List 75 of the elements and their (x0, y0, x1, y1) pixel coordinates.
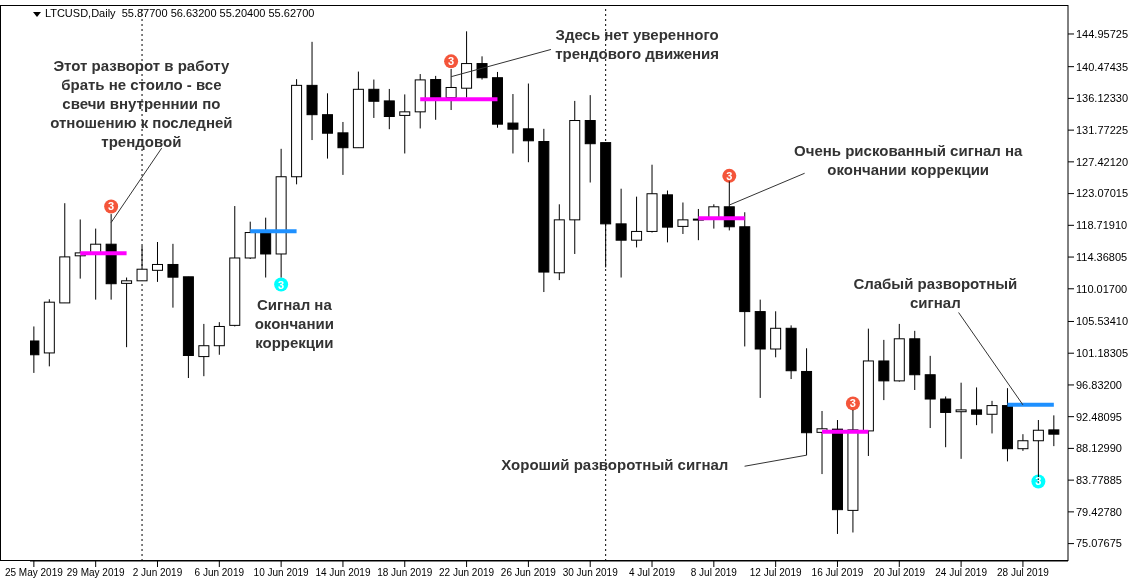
x-tick-label: 20 Jul 2019 (873, 567, 926, 579)
x-tick-label: 12 Jul 2019 (749, 567, 802, 579)
x-tick-label: 14 Jun 2019 (315, 567, 371, 579)
annotation: Очень рискованный сигнал на окончании коррекции (793, 141, 1024, 180)
x-tick-label: 24 Jul 2019 (935, 567, 988, 579)
candlestick (30, 325, 40, 374)
chart-title: LTCUSD,Daily 55.87700 56.63200 55.20400 55.62700 (44, 6, 315, 19)
y-tick-label: 92.48095 (1076, 410, 1122, 423)
annotation: 3 (278, 278, 285, 291)
candlestick (955, 382, 967, 460)
y-tick-label: 105.53410 (1076, 315, 1128, 328)
candlestick (770, 310, 782, 358)
annotation: 3 (849, 397, 856, 410)
candlestick (383, 88, 395, 130)
candlestick (507, 93, 519, 154)
x-tick-label: 28 Jul 2019 (997, 567, 1050, 579)
annotation: Сигнал на окончании коррекции (253, 295, 335, 353)
annotation: 3 (448, 55, 455, 68)
candlestick (584, 94, 596, 184)
y-tick-label: 75.07675 (1076, 537, 1122, 550)
x-tick-label: 18 Jun 2019 (377, 567, 433, 579)
annotation: 3 (1035, 475, 1042, 488)
candlestick (445, 68, 457, 111)
candlestick (167, 243, 179, 309)
candlestick (121, 277, 133, 348)
x-tick-label: 6 Jun 2019 (194, 567, 245, 579)
annotation: 3 (726, 169, 733, 182)
candlestick (399, 93, 411, 154)
candlestick (940, 395, 952, 448)
x-tick-label: 26 Jun 2019 (500, 567, 557, 579)
y-tick-label: 140.47435 (1076, 60, 1128, 73)
x-tick-label: 16 Jul 2019 (811, 567, 864, 579)
x-tick-label: 8 Jul 2019 (690, 567, 738, 579)
candlestick (1048, 414, 1060, 447)
x-tick-label: 10 Jun 2019 (253, 567, 310, 579)
y-tick-label: 101.18305 (1076, 347, 1128, 360)
candlestick (368, 79, 380, 119)
y-tick-label: 136.12330 (1076, 92, 1128, 105)
candlestick (615, 188, 627, 279)
annotation: 3 (108, 200, 115, 213)
candlestick (522, 83, 534, 163)
candlestick (631, 196, 643, 248)
y-tick-label: 83.77885 (1076, 474, 1122, 487)
candlestick (152, 241, 163, 283)
x-tick-label: 2 Jun 2019 (132, 567, 183, 579)
x-tick-label: 25 May 2019 (4, 567, 64, 579)
y-tick-label: 127.42120 (1076, 155, 1128, 168)
candlestick (878, 339, 890, 401)
candlestick (321, 92, 333, 160)
candlestick (260, 217, 272, 279)
annotation: Слабый разворотный сигнал (853, 274, 1018, 311)
candlestick (971, 386, 983, 426)
y-tick-label: 123.07015 (1076, 187, 1128, 200)
y-tick-label: 144.95725 (1076, 27, 1128, 40)
y-tick-label: 88.12990 (1076, 442, 1122, 455)
annotation: Хороший разворотный сигнал (500, 454, 730, 474)
y-tick-label: 79.42780 (1076, 505, 1122, 518)
y-tick-label: 114.36805 (1076, 250, 1128, 263)
x-tick-label: 22 Jun 2019 (439, 567, 495, 579)
annotation: Этот разворот в работу брать не стоило - все свечи внутреннии по отношению к последней трендовой (49, 56, 234, 152)
x-tick-label: 30 Jun 2019 (562, 567, 619, 579)
x-tick-label: 4 Jul 2019 (628, 567, 676, 579)
candlestick (986, 400, 998, 434)
candlestick (430, 75, 442, 121)
x-tick-label: 29 May 2019 (66, 567, 126, 579)
candlestick (677, 201, 689, 235)
candlestick (198, 323, 210, 377)
candlestick (1017, 433, 1029, 452)
y-tick-label: 131.77225 (1076, 124, 1128, 137)
candlestick (213, 321, 225, 356)
annotation: Здесь нет уверенного трендового движения (554, 25, 721, 64)
candlestick (337, 121, 349, 176)
y-tick-label: 96.83200 (1076, 378, 1122, 391)
y-tick-label: 118.71910 (1076, 219, 1128, 232)
y-tick-label: 110.01700 (1076, 282, 1128, 295)
